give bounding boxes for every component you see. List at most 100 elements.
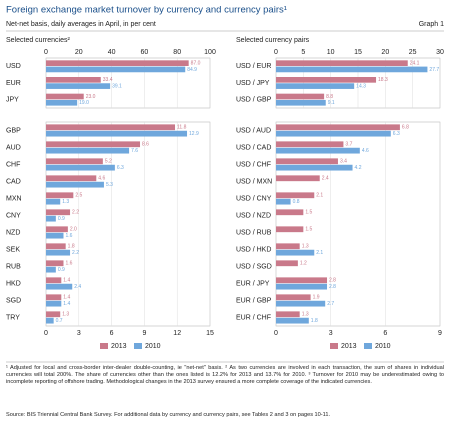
y-tick-label: EUR / CHF bbox=[236, 314, 271, 321]
y-tick-label: CHF bbox=[6, 161, 20, 168]
bar bbox=[276, 226, 304, 233]
data-label: 2.2 bbox=[72, 210, 79, 216]
bar bbox=[276, 300, 326, 307]
x-tick-label: 20 bbox=[75, 49, 83, 56]
panel-title: Selected currencies² bbox=[6, 37, 70, 44]
x-tick-label: 10 bbox=[327, 49, 335, 56]
y-tick-label: USD / GBP bbox=[236, 97, 272, 104]
bar bbox=[46, 249, 71, 256]
data-label: 0.7 bbox=[56, 318, 63, 324]
x-tick-label: 20 bbox=[381, 49, 389, 56]
bar bbox=[46, 215, 56, 222]
data-label: 87.0 bbox=[191, 60, 201, 66]
data-label: 23.0 bbox=[86, 94, 96, 100]
data-label: 1.9 bbox=[313, 295, 320, 301]
data-label: 1.3 bbox=[302, 312, 309, 318]
data-label: 2.8 bbox=[329, 278, 336, 284]
bar bbox=[276, 283, 328, 290]
bar bbox=[276, 249, 315, 256]
data-label: 24.1 bbox=[410, 60, 420, 66]
data-label: 27.7 bbox=[429, 67, 439, 73]
data-label: 4.2 bbox=[355, 165, 362, 171]
bar bbox=[276, 66, 428, 73]
data-label: 1.6 bbox=[65, 233, 72, 239]
bar bbox=[276, 192, 315, 199]
graph-label: Graph 1 bbox=[419, 21, 444, 28]
x-tick-label: 3 bbox=[329, 330, 333, 337]
bar bbox=[276, 77, 377, 83]
x-tick-label: 6 bbox=[110, 330, 114, 337]
y-tick-label: CAD bbox=[6, 178, 21, 185]
data-label: 4.6 bbox=[362, 148, 369, 154]
y-tick-label: GBP bbox=[6, 127, 21, 134]
data-label: 84.9 bbox=[187, 67, 197, 73]
x-tick-label: 6 bbox=[383, 330, 387, 337]
bar bbox=[46, 158, 103, 165]
bar bbox=[276, 277, 328, 284]
data-label: 2.2 bbox=[72, 250, 79, 256]
x-tick-label: 9 bbox=[142, 330, 146, 337]
y-tick-label: NZD bbox=[6, 229, 20, 236]
y-tick-label: USD / RUB bbox=[236, 229, 272, 236]
x-tick-label: 0 bbox=[44, 330, 48, 337]
legend-label: 2010 bbox=[375, 343, 391, 350]
x-tick-label: 100 bbox=[204, 49, 216, 56]
y-tick-label: USD / AUD bbox=[236, 127, 271, 134]
bar bbox=[276, 60, 408, 66]
y-tick-label: HKD bbox=[6, 280, 21, 287]
bar bbox=[46, 147, 130, 154]
data-label: 6.3 bbox=[393, 131, 400, 137]
data-label: 1.4 bbox=[63, 278, 70, 284]
data-label: 1.5 bbox=[305, 227, 312, 233]
data-label: 2.1 bbox=[316, 250, 323, 256]
bar bbox=[276, 124, 400, 131]
data-label: 39.1 bbox=[112, 83, 122, 89]
data-label: 18.3 bbox=[378, 77, 388, 83]
bar bbox=[46, 93, 84, 100]
data-label: 2.0 bbox=[70, 227, 77, 233]
bar bbox=[46, 209, 71, 216]
bar bbox=[276, 158, 338, 165]
bar bbox=[46, 60, 189, 66]
data-label: 3.7 bbox=[345, 142, 352, 148]
y-tick-label: TRY bbox=[6, 314, 20, 321]
data-label: 1.4 bbox=[63, 301, 70, 307]
y-tick-label: USD / MXN bbox=[236, 178, 272, 185]
data-label: 11.8 bbox=[177, 125, 187, 131]
bar bbox=[46, 181, 104, 188]
y-tick-label: EUR / GBP bbox=[236, 297, 272, 304]
bar bbox=[46, 83, 111, 89]
bar bbox=[46, 130, 188, 137]
data-label: 8.8 bbox=[326, 94, 333, 100]
x-tick-label: 40 bbox=[108, 49, 116, 56]
legend-swatch bbox=[330, 343, 338, 349]
bar bbox=[276, 147, 360, 154]
bar bbox=[46, 260, 64, 267]
y-tick-label: USD / EUR bbox=[236, 63, 271, 70]
data-label: 1.3 bbox=[302, 244, 309, 250]
bar bbox=[276, 260, 298, 267]
data-label: 1.3 bbox=[62, 312, 69, 318]
bar bbox=[276, 83, 355, 89]
x-tick-label: 0 bbox=[44, 49, 48, 56]
legend-swatch bbox=[364, 343, 372, 349]
legend-label: 2013 bbox=[341, 343, 357, 350]
data-label: 1.5 bbox=[305, 210, 312, 216]
bar bbox=[276, 141, 344, 148]
bar bbox=[276, 130, 391, 137]
bar bbox=[46, 192, 74, 199]
legend-label: 2010 bbox=[145, 343, 161, 350]
bar bbox=[46, 124, 176, 131]
legend-swatch bbox=[134, 343, 142, 349]
y-tick-label: USD / NZD bbox=[236, 212, 271, 219]
data-label: 8.6 bbox=[142, 142, 149, 148]
data-label: 1.8 bbox=[68, 244, 75, 250]
bar bbox=[276, 198, 291, 205]
data-label: 1.3 bbox=[62, 199, 69, 205]
x-tick-label: 80 bbox=[173, 49, 181, 56]
data-label: 9.1 bbox=[328, 100, 335, 106]
y-tick-label: SEK bbox=[6, 246, 20, 253]
data-label: 2.4 bbox=[322, 176, 329, 182]
y-tick-label: USD / SGD bbox=[236, 263, 272, 270]
